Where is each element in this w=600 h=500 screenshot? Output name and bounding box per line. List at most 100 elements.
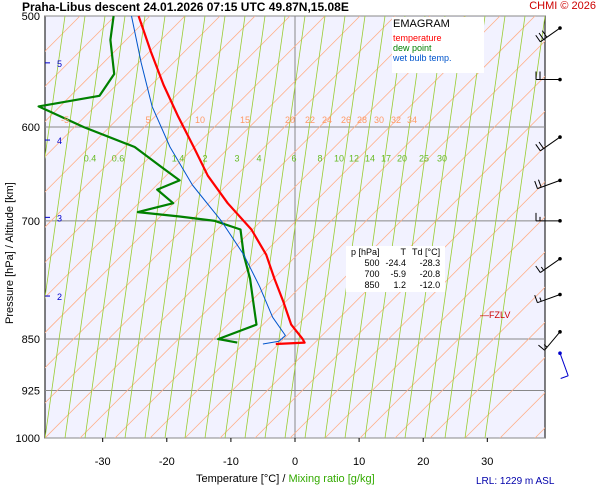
pressure-tick-label: 1000 <box>16 433 40 445</box>
freezing-level-marker: —FZLV <box>480 310 511 320</box>
mixing-ratio-label: 0.6 <box>112 154 125 164</box>
temp-tick-label: -10 <box>223 456 239 468</box>
table-cell: 1.2 <box>393 280 407 290</box>
table-cell: -20.8 <box>419 269 441 279</box>
wind-barb <box>535 256 562 273</box>
legend-item-temperature: temperature <box>393 33 442 43</box>
wind-barb-flag <box>538 141 545 149</box>
mixing-ratio-label: 10 <box>334 154 344 164</box>
dry-adiabat-line <box>429 321 545 438</box>
dry-adiabat-line <box>254 146 545 438</box>
table-cell: -28.3 <box>419 258 441 268</box>
table-header: p [hPa] <box>351 247 380 257</box>
wind-barb-shaft <box>537 294 561 304</box>
dry-adiabat-line <box>149 40 545 438</box>
wind-barb <box>558 351 569 379</box>
wind-barb <box>535 71 562 82</box>
mixing-ratio-line <box>324 16 386 438</box>
pressure-tick-label: 700 <box>22 216 40 228</box>
wind-barb-shaft <box>559 353 569 376</box>
temp-tick-label: 10 <box>353 456 365 468</box>
dry-adiabat-label: 22 <box>305 115 315 125</box>
wind-barbs <box>534 26 569 379</box>
mixing-ratio-line <box>124 16 186 438</box>
dry-adiabat-label: 15 <box>240 115 250 125</box>
mixing-ratio-line <box>244 16 306 438</box>
dew-point-line <box>37 15 258 344</box>
credit-link[interactable]: CHMI © 2026 <box>529 0 596 12</box>
altitude-tick-label: 2 <box>57 292 62 302</box>
mixing-ratio-label: 8 <box>317 154 322 164</box>
dry-adiabat-line <box>570 16 600 438</box>
dry-adiabat-line <box>79 16 501 438</box>
mixing-ratio-axis-label: Mixing ratio [g/kg] <box>288 473 375 485</box>
mixing-ratio-label: 30 <box>437 154 447 164</box>
mixing-ratio-line <box>304 16 366 438</box>
dry-adiabat-line <box>359 251 545 438</box>
dry-adiabat-label: 20 <box>285 115 295 125</box>
isolines <box>45 16 600 438</box>
mixing-ratio-line <box>184 16 246 438</box>
dry-adiabat-line <box>45 16 291 263</box>
dry-adiabat-label: -5 <box>61 115 69 125</box>
wind-barb <box>538 330 562 351</box>
temp-tick-label: 30 <box>481 456 493 468</box>
dry-adiabat-label: 10 <box>195 115 205 125</box>
dry-adiabat-line <box>114 16 536 438</box>
table-header: Td [°C] <box>412 247 441 257</box>
mixing-ratio-label: 1.4 <box>172 154 185 164</box>
mixing-ratio-line <box>484 16 545 438</box>
pressure-tick-label: 500 <box>22 11 40 23</box>
wind-barb-flag <box>541 30 548 38</box>
wind-barb-flag <box>538 179 542 188</box>
table-cell: -24.4 <box>385 258 407 268</box>
table-cell: 850 <box>364 280 380 290</box>
table-cell: 700 <box>364 269 380 279</box>
table-row: 700 -5.9 -20.8 <box>348 269 443 280</box>
pressure-axis-label: Pressure [hPa] / Altitude [km] <box>4 182 16 324</box>
mixing-ratio-line <box>104 16 166 438</box>
freezing-level-label: FZLV <box>489 310 511 320</box>
table-cell: 500 <box>364 258 380 268</box>
mixing-ratio-line <box>64 16 126 438</box>
mixing-ratio-line <box>384 16 446 438</box>
wind-barb <box>535 135 562 152</box>
mixing-ratio-line <box>284 16 346 438</box>
dry-adiabat-label: 30 <box>374 115 384 125</box>
table-cell: -12.0 <box>419 280 441 290</box>
mixing-ratio-line <box>224 16 286 438</box>
sounding-curves <box>37 15 306 346</box>
mixing-ratio-line <box>444 16 506 438</box>
lrl-label: LRL: 1229 m ASL <box>476 476 555 487</box>
dry-adiabat-label: 24 <box>322 115 332 125</box>
wind-barb-half <box>543 344 548 348</box>
dry-adiabat-label: 34 <box>407 115 417 125</box>
wind-barb-flag <box>560 375 569 379</box>
dry-adiabat-line <box>45 16 221 193</box>
wind-barb-shaft <box>537 179 561 190</box>
wind-barb-shaft <box>544 331 561 351</box>
altitude-tick-label: 5 <box>57 59 62 69</box>
temp-tick-label: -20 <box>159 456 175 468</box>
mixing-ratio-label: 0.4 <box>84 154 97 164</box>
pressure-tick-label: 925 <box>22 386 40 398</box>
altitude-tick-label: 3 <box>57 213 62 223</box>
mixing-ratio-line <box>404 16 466 438</box>
mixing-ratio-label: 6 <box>291 154 296 164</box>
table-row: 850 1.2 -12.0 <box>348 280 443 291</box>
mixing-ratio-line <box>464 16 526 438</box>
table-row: 500 -24.4 -28.3 <box>348 258 443 269</box>
wind-barb-half <box>540 266 545 271</box>
dry-adiabat-line <box>45 16 151 123</box>
mixing-ratio-line <box>45 16 86 301</box>
dry-adiabat-label: 28 <box>357 115 367 125</box>
mixing-ratio-line <box>364 16 426 438</box>
mixing-ratio-line <box>424 16 486 438</box>
legend-title: EMAGRAM <box>393 18 450 30</box>
wind-barb <box>535 26 562 43</box>
wind-barb-half <box>539 297 542 302</box>
dry-adiabat-line <box>45 16 256 228</box>
mixing-ratio-line <box>84 16 146 438</box>
